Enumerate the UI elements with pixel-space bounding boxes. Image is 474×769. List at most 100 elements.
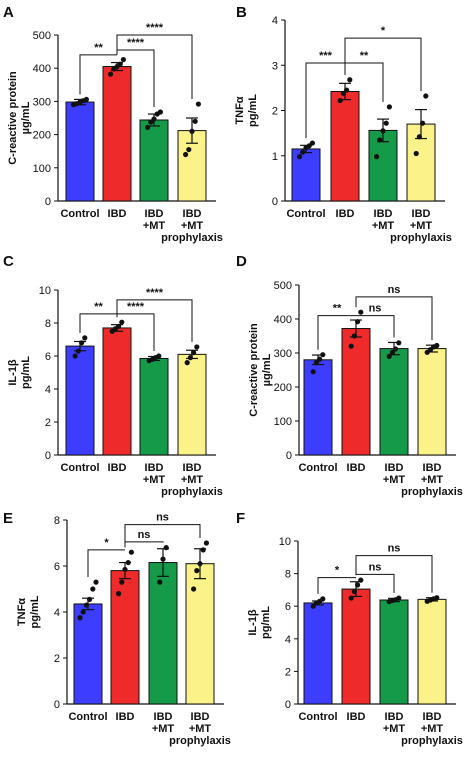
- data-point: [300, 149, 306, 155]
- x-category-label-line: +MT: [181, 474, 204, 486]
- x-category-label-line: +MT: [143, 220, 166, 232]
- significance-bracket: [124, 524, 201, 548]
- y-tick-label: 10: [279, 536, 291, 548]
- data-point: [195, 101, 201, 107]
- data-point: [416, 134, 422, 140]
- data-point: [355, 582, 361, 588]
- data-point: [420, 120, 426, 126]
- x-category-label-line: prophylaxis: [169, 735, 231, 747]
- x-category-label: IBD +MT prophylaxis: [169, 711, 231, 747]
- x-category-label: IBD +MT: [383, 711, 406, 735]
- y-tick-label: 4: [285, 634, 291, 646]
- x-category-label: IBD +MT: [383, 462, 406, 486]
- bar: [379, 599, 409, 705]
- bar: [303, 359, 333, 456]
- data-point: [396, 340, 402, 346]
- data-point: [83, 96, 89, 103]
- data-point: [200, 547, 206, 553]
- x-category-label: IBD +MT: [143, 462, 166, 486]
- bar: [417, 598, 447, 705]
- bar: [65, 345, 95, 456]
- y-tick-label: 300: [33, 96, 51, 108]
- bar: [139, 357, 169, 456]
- x-category-label: Control: [60, 208, 99, 220]
- x-category-label-line: +MT: [383, 474, 406, 486]
- x-category-label: IBD +MT: [143, 208, 166, 232]
- x-category-label: IBD +MT prophylaxis: [161, 462, 223, 498]
- x-category-label-line: +MT: [189, 723, 212, 735]
- x-category-label-line: prophylaxis: [390, 232, 452, 244]
- significance-bracket: [116, 299, 193, 342]
- x-category-label-line: +MT: [383, 723, 406, 735]
- x-category-label-line: +MT: [143, 474, 166, 486]
- data-point: [83, 602, 89, 608]
- x-category-label-line: IBD: [183, 208, 202, 220]
- data-point: [191, 350, 197, 356]
- bar: [102, 327, 132, 456]
- data-point: [386, 104, 392, 110]
- y-axis-label-line: IL-1β: [247, 609, 259, 636]
- data-point: [203, 540, 209, 546]
- bar: [341, 588, 371, 705]
- chart-panel-d: D 0 100 200 300 400 500 C-reactive proteinµg/mL…: [236, 253, 463, 498]
- x-category-label-line: +MT: [410, 220, 433, 232]
- significance-label: ns: [388, 284, 401, 296]
- significance-bracket: [87, 549, 125, 578]
- y-tick-label: 2: [285, 666, 291, 678]
- bar: [148, 562, 178, 705]
- significance-bracket: [356, 315, 395, 338]
- x-category-label-line: IBD: [145, 462, 164, 474]
- y-axis-label-line: µg/mL: [20, 101, 32, 134]
- significance-label: **: [360, 50, 369, 62]
- panel-letter: A: [3, 4, 14, 21]
- data-point: [374, 154, 380, 160]
- data-point: [157, 109, 163, 115]
- x-category-label-line: prophylaxis: [161, 486, 223, 498]
- y-tick-label: 400: [33, 63, 51, 75]
- y-axis-label: IL-1βpg/mL: [7, 356, 32, 389]
- y-tick-label: 2: [272, 106, 278, 118]
- y-tick-label: 100: [274, 416, 292, 428]
- y-tick-label: 300: [274, 348, 292, 360]
- bar: [177, 353, 207, 456]
- data-point: [297, 154, 303, 160]
- y-tick-label: 100: [33, 163, 51, 175]
- significance-label: ns: [156, 512, 169, 524]
- significance-label: **: [333, 303, 342, 315]
- x-category-label: Control: [68, 711, 107, 723]
- y-tick-label: 0: [45, 196, 51, 208]
- x-category-label-line: IBD: [385, 711, 404, 723]
- data-point: [189, 128, 195, 134]
- x-category-label-line: +MT: [152, 723, 175, 735]
- y-tick-label: 2: [54, 653, 60, 665]
- chart-panel-a: A 0 100 200 300 400 500 C-reactive proteinµg/mL…: [3, 4, 223, 244]
- x-category-label-line: Control: [298, 462, 337, 474]
- x-category-label-line: IBD: [347, 462, 366, 474]
- data-point: [351, 333, 357, 339]
- data-point: [156, 353, 162, 359]
- y-axis-label-line: TNFα: [16, 598, 28, 626]
- x-category-label: IBD +MT prophylaxis: [401, 462, 463, 498]
- x-category-label: IBD: [108, 208, 127, 220]
- x-category-label: IBD +MT prophylaxis: [161, 208, 223, 244]
- data-point: [393, 346, 399, 352]
- data-point: [197, 561, 203, 567]
- data-point: [125, 559, 131, 566]
- y-tick-label: 3: [272, 60, 278, 72]
- x-category-label: Control: [298, 711, 337, 723]
- y-tick-label: 8: [285, 569, 291, 581]
- significance-bracket: [344, 37, 422, 92]
- data-point: [313, 359, 319, 366]
- y-axis-label: TNFαpg/mL: [16, 595, 41, 628]
- significance-label: ns: [388, 543, 401, 555]
- bar: [139, 119, 169, 202]
- y-tick-label: 400: [274, 314, 292, 326]
- data-point: [82, 335, 88, 341]
- data-point: [310, 369, 316, 375]
- significance-bracket: [355, 555, 433, 593]
- y-tick-label: 0: [54, 699, 60, 711]
- y-tick-label: 4: [272, 15, 278, 27]
- data-point: [93, 579, 99, 585]
